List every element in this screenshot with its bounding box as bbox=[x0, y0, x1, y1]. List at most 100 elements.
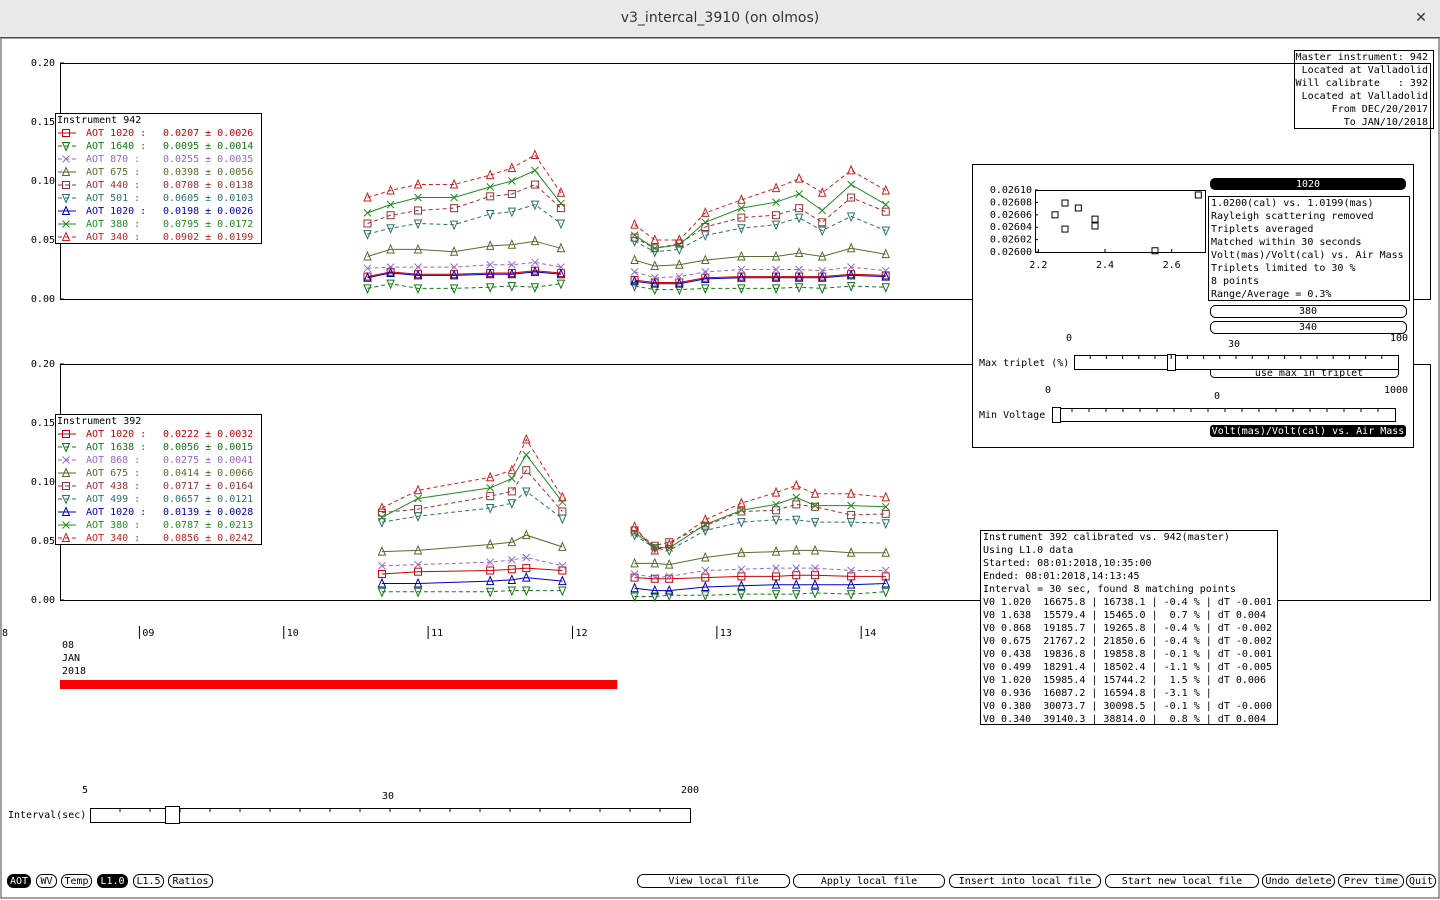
wavelength-button-label[interactable]: 1020 bbox=[1296, 179, 1320, 190]
marker bbox=[62, 181, 70, 189]
marker bbox=[507, 189, 516, 198]
y-tick-label: 0.05 bbox=[31, 235, 55, 246]
use-max-label[interactable]: use max in triplet bbox=[1255, 368, 1363, 379]
legend-name: AOT 499 : bbox=[86, 494, 140, 505]
marker bbox=[846, 282, 856, 292]
mode-button-label[interactable]: WV bbox=[40, 876, 52, 887]
marker bbox=[650, 277, 660, 288]
slider-thumb[interactable] bbox=[165, 806, 180, 824]
marker bbox=[794, 272, 804, 282]
legend-name: AOT 438 : bbox=[86, 481, 140, 492]
marker bbox=[794, 247, 804, 257]
marker bbox=[522, 553, 531, 562]
legend-name: AOT 380 : bbox=[86, 520, 140, 531]
action-button-label[interactable]: Quit bbox=[1409, 876, 1433, 887]
marker bbox=[772, 564, 780, 572]
marker bbox=[810, 588, 820, 599]
mode-button[interactable] bbox=[7, 874, 31, 888]
marker bbox=[556, 219, 566, 230]
marker bbox=[665, 572, 674, 581]
marker bbox=[507, 464, 517, 475]
marker bbox=[363, 219, 372, 228]
marker bbox=[737, 565, 746, 574]
y-tick-label: 0.02606 bbox=[990, 210, 1032, 221]
marker bbox=[675, 240, 684, 249]
action-button[interactable] bbox=[1105, 874, 1259, 888]
action-button-label[interactable]: Prev time bbox=[1344, 876, 1398, 887]
plot-button-label[interactable]: Volt(mas)/Volt(cal) vs. Air Mass bbox=[1212, 426, 1405, 437]
marker bbox=[792, 493, 801, 502]
series-line bbox=[381, 490, 886, 551]
marker bbox=[530, 180, 539, 189]
marker bbox=[556, 187, 566, 197]
mode-button-label[interactable]: Ratios bbox=[172, 876, 208, 887]
marker bbox=[794, 172, 804, 183]
mode-button-label[interactable]: L1.5 bbox=[136, 876, 160, 887]
marker bbox=[414, 263, 422, 271]
mode-button-label[interactable]: Temp bbox=[64, 876, 88, 887]
mode-button-label[interactable]: L1.0 bbox=[100, 876, 124, 887]
marker bbox=[507, 536, 517, 547]
calibration-dialog: 1020 380 340 use max in triplet Max trip… bbox=[972, 164, 1414, 448]
marker bbox=[846, 590, 856, 600]
marker bbox=[881, 226, 891, 237]
mode-button[interactable] bbox=[61, 874, 92, 888]
legend-stats: 0.0207 ± 0.0026 bbox=[163, 128, 253, 139]
report-line: V0 1.020 16675.8 | 16738.1 | -0.4 % | dT… bbox=[983, 597, 1272, 608]
marker bbox=[881, 519, 891, 530]
mode-button[interactable] bbox=[168, 874, 213, 888]
date-label: 08 bbox=[62, 640, 74, 651]
marker bbox=[630, 254, 639, 265]
button-380-label[interactable]: 380 bbox=[1299, 306, 1317, 317]
marker bbox=[795, 265, 803, 274]
action-button-label[interactable]: Insert into local file bbox=[959, 876, 1091, 887]
action-button-label[interactable]: Start new local file bbox=[1122, 876, 1242, 887]
mode-button[interactable] bbox=[97, 874, 128, 888]
close-button[interactable]: ✕ bbox=[1415, 10, 1427, 26]
legend-stats: 0.0605 ± 0.0103 bbox=[163, 193, 253, 204]
legend-stats: 0.0787 ± 0.0213 bbox=[163, 520, 253, 531]
wavelength-button[interactable] bbox=[1210, 178, 1406, 190]
action-button[interactable] bbox=[1338, 874, 1404, 888]
report-line: V0 0.340 39140.3 | 38814.0 | 0.8 % | dT … bbox=[983, 714, 1266, 725]
y-tick-label: 0.02610 bbox=[990, 185, 1032, 196]
button-340[interactable] bbox=[1210, 321, 1407, 334]
legend-name: AOT 868 : bbox=[86, 455, 140, 466]
marker bbox=[363, 209, 372, 217]
slider-thumb[interactable] bbox=[1167, 354, 1176, 371]
y-tick-label: 0.05 bbox=[31, 536, 55, 547]
marker bbox=[485, 240, 495, 250]
action-button-label[interactable]: View local file bbox=[668, 876, 758, 887]
notes-box bbox=[1208, 196, 1410, 301]
marker bbox=[772, 211, 781, 220]
x-tick-label: 09 bbox=[142, 628, 154, 639]
marker bbox=[507, 207, 517, 218]
marker bbox=[377, 587, 387, 598]
marker bbox=[795, 190, 803, 198]
marker bbox=[61, 194, 71, 204]
marker bbox=[522, 433, 531, 444]
action-button-label[interactable]: Apply local file bbox=[821, 876, 917, 887]
legend-name: AOT 1020 : bbox=[86, 128, 146, 139]
action-button-label[interactable]: Undo delete bbox=[1265, 876, 1331, 887]
mode-button-label[interactable]: AOT bbox=[10, 876, 28, 887]
action-button[interactable] bbox=[1262, 874, 1335, 888]
mode-button[interactable] bbox=[36, 874, 57, 888]
point bbox=[1194, 191, 1202, 199]
action-button[interactable] bbox=[793, 874, 945, 888]
button-340-label[interactable]: 340 bbox=[1299, 322, 1317, 333]
plot-button[interactable] bbox=[1210, 425, 1406, 437]
action-button[interactable] bbox=[1406, 874, 1436, 888]
button-380[interactable] bbox=[1210, 305, 1407, 318]
marker bbox=[377, 508, 386, 517]
marker bbox=[363, 230, 372, 240]
action-button[interactable] bbox=[637, 874, 790, 888]
marker bbox=[846, 547, 856, 557]
slider-thumb[interactable] bbox=[1052, 407, 1061, 423]
marker bbox=[737, 194, 746, 204]
mode-button[interactable] bbox=[133, 874, 164, 888]
marker bbox=[413, 577, 423, 588]
action-button[interactable] bbox=[949, 874, 1101, 888]
point bbox=[1074, 204, 1082, 212]
report-line: Interval = 30 sec, found 8 matching poin… bbox=[983, 584, 1236, 595]
